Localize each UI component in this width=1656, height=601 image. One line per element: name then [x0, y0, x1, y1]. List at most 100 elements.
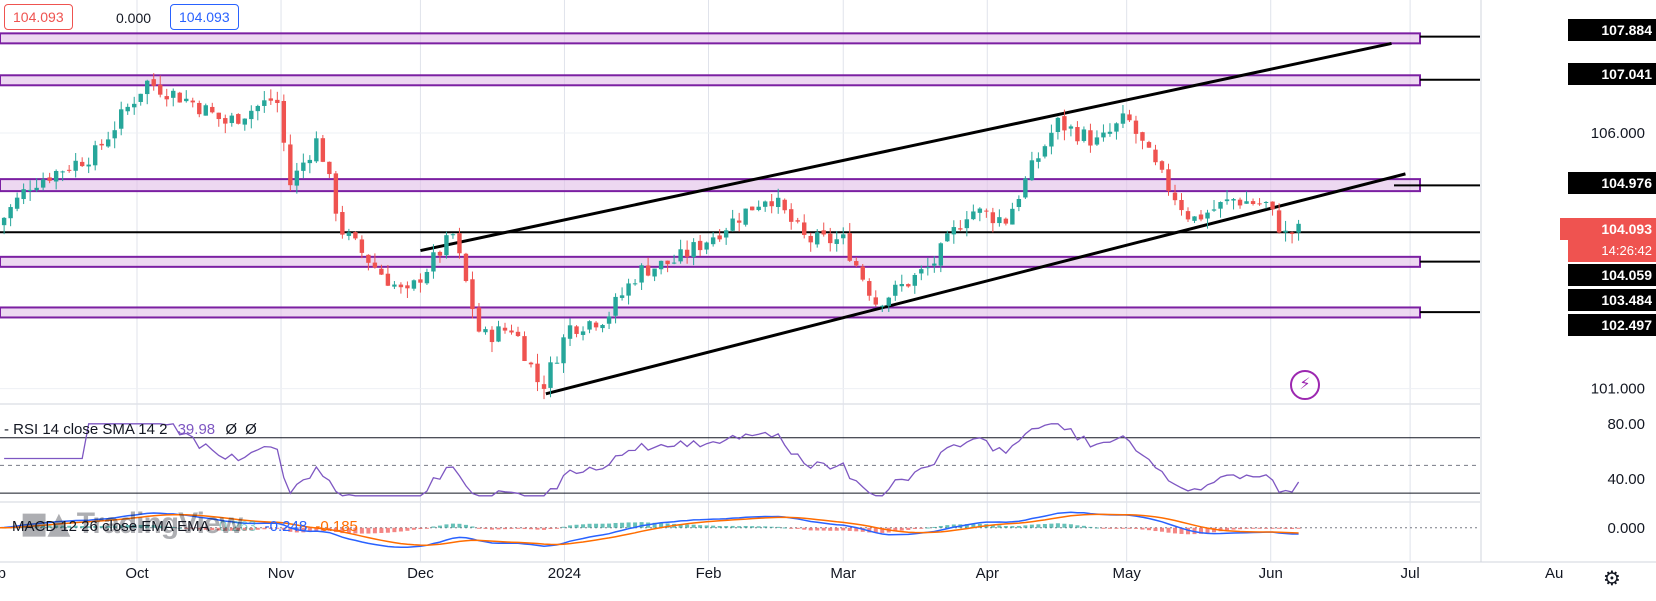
macd-value: -0.248	[264, 518, 308, 535]
macd-hist-bar	[854, 527, 859, 532]
macd-hist-bar	[1283, 527, 1288, 529]
macd-hist-bar	[977, 523, 982, 528]
macd-hist-bar	[1042, 523, 1047, 528]
macd-hist-bar	[665, 523, 670, 528]
candle-body	[14, 197, 20, 209]
macd-hist-bar	[795, 527, 800, 529]
macd-hist-bar	[652, 522, 657, 528]
ask-badge[interactable]: 104.093	[170, 4, 239, 30]
macd-hist-bar	[912, 527, 917, 530]
macd-title-row[interactable]: MACD 12 26 close EMA EMA 0.263 -0.248 -0…	[12, 518, 358, 535]
candle-body	[977, 208, 983, 213]
candle-body	[873, 297, 878, 305]
candle-body	[1153, 149, 1158, 163]
macd-hist-bar	[496, 527, 501, 530]
candle-body	[405, 285, 410, 289]
macd-hist-bar	[1153, 527, 1158, 532]
macd-hist-bar	[626, 522, 631, 528]
macd-hist-bar	[711, 525, 716, 528]
candle-body	[1237, 199, 1243, 206]
rsi-title-row[interactable]: - RSI 14 close SMA 14 2 39.98 Ø Ø	[4, 421, 257, 438]
macd-hist-bar	[756, 526, 761, 528]
candle-body	[1276, 210, 1282, 233]
macd-hist-bar	[1146, 527, 1151, 531]
candle-body	[8, 207, 13, 219]
macd-hist-bar	[802, 527, 807, 530]
candle-body	[925, 267, 931, 269]
gear-icon[interactable]: ⚙	[1603, 566, 1621, 590]
macd-hist-bar	[223, 527, 228, 531]
bid-badge[interactable]: 104.093	[4, 4, 73, 30]
candle-body	[789, 209, 794, 222]
macd-hist-bar	[789, 527, 794, 529]
candle-body	[600, 325, 605, 329]
candle-body	[769, 201, 774, 207]
macd-hist-bar	[1003, 526, 1008, 528]
macd-hist-bar	[724, 526, 729, 528]
candle-body	[567, 325, 573, 339]
level-label-102497: 102.497	[1568, 314, 1656, 336]
macd-hist-bar	[561, 526, 566, 528]
candle-body	[437, 251, 443, 256]
macd-hist-bar	[1088, 526, 1093, 528]
candle-body	[762, 201, 768, 207]
candle-body	[27, 189, 33, 192]
candle-body	[893, 284, 898, 296]
candle-body	[528, 362, 534, 365]
candle-body	[678, 249, 683, 262]
candle-body	[249, 110, 254, 120]
macd-hist-bar	[659, 522, 664, 528]
macd-hist-bar	[346, 527, 351, 534]
candle-body	[66, 169, 72, 171]
macd-hist-bar	[535, 527, 540, 530]
rsi-line	[4, 423, 1300, 497]
lightning-icon[interactable]: ⚡︎	[1290, 370, 1320, 400]
candle-body	[431, 252, 436, 272]
macd-hist-bar	[1264, 527, 1269, 529]
time-axis-label: Mar	[830, 565, 856, 582]
candle-body	[919, 269, 924, 274]
candle-body	[1198, 214, 1204, 220]
candle-body	[255, 105, 261, 112]
time-axis-label: Jun	[1259, 565, 1283, 582]
macd-hist-bar	[359, 527, 364, 534]
macd-hist-bar	[951, 524, 956, 528]
candle-body	[730, 218, 735, 231]
candle-body	[749, 206, 755, 211]
macd-hist-bar	[47, 525, 52, 528]
macd-hist-bar	[171, 526, 176, 528]
macd-hist-bar	[717, 525, 722, 528]
candle-body	[945, 233, 950, 242]
macd-hist-bar	[255, 527, 260, 530]
macd-hist-bar	[919, 527, 924, 529]
candle-body	[489, 329, 495, 343]
macd-hist-bar	[932, 526, 937, 528]
candle-body	[606, 316, 612, 324]
macd-hist-bar	[340, 527, 345, 534]
candle-body	[593, 322, 599, 328]
candle-body	[307, 159, 313, 164]
candle-body	[275, 99, 280, 104]
candle-body	[639, 265, 644, 283]
candle-body	[841, 234, 846, 239]
spread-value: 0.000	[116, 10, 152, 26]
macd-hist-bar	[899, 527, 904, 531]
candle-body	[652, 268, 657, 277]
last-price-label: 104.093	[1568, 218, 1656, 240]
level-label-107041: 107.041	[1568, 63, 1656, 85]
macd-hist-bar	[1075, 525, 1080, 528]
candle-body	[1250, 201, 1256, 204]
rsi-value: 39.98	[177, 421, 216, 438]
macd-hist-bar	[1062, 523, 1067, 528]
candle-body	[47, 177, 52, 181]
candle-body	[1120, 113, 1126, 124]
macd-hist-bar	[587, 523, 592, 528]
time-axis-label: May	[1112, 565, 1141, 582]
candle-body	[190, 100, 195, 103]
candle-body	[522, 336, 527, 361]
candle-body	[684, 249, 690, 257]
time-axis-label: 2024	[548, 565, 581, 582]
candle-body	[587, 321, 592, 330]
macd-signal-line	[0, 513, 1299, 546]
